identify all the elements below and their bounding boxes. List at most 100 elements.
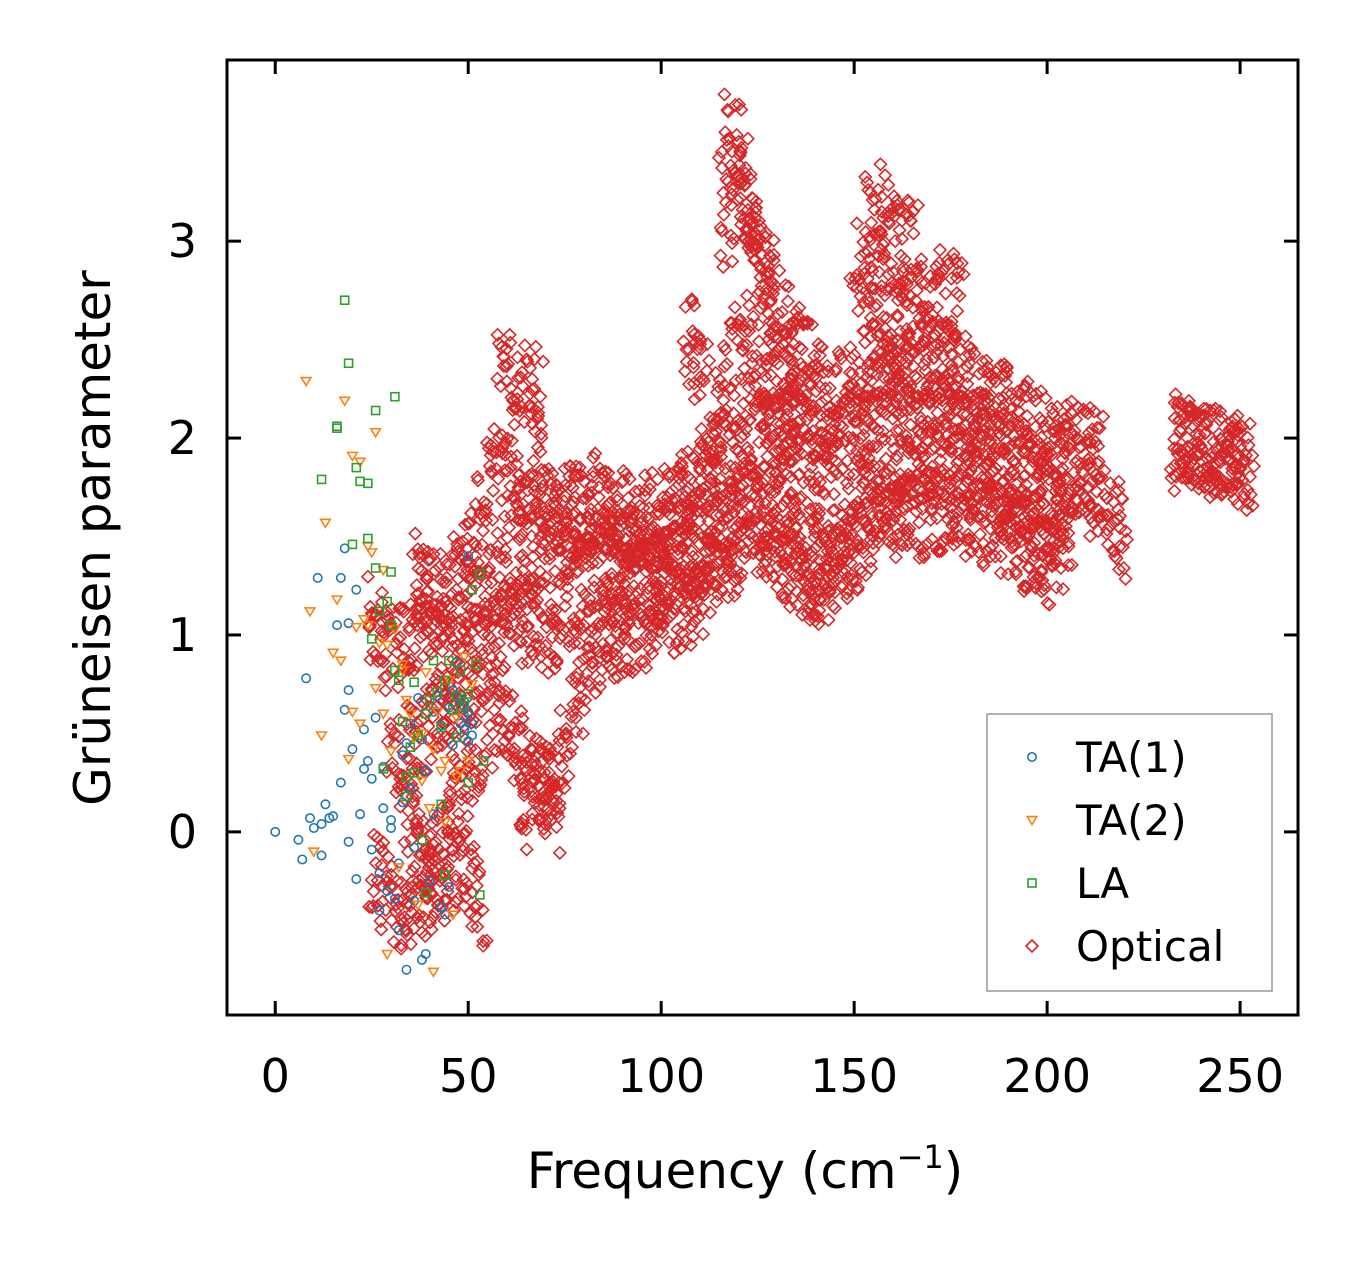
optical-point [972, 527, 988, 542]
optical-point [745, 349, 760, 364]
optical-point [651, 602, 667, 617]
optical-point [498, 435, 513, 450]
optical-point [380, 874, 395, 889]
optical-point [969, 449, 984, 464]
optical-point [549, 615, 564, 630]
optical-point [937, 261, 952, 277]
optical-point [845, 366, 860, 382]
optical-point [719, 356, 735, 372]
optical-point [500, 619, 515, 634]
optical-point [1055, 451, 1070, 467]
optical-point [862, 522, 878, 537]
ta1-point [459, 724, 470, 735]
optical-point [1073, 474, 1088, 489]
optical-point [373, 839, 388, 854]
la-point [343, 358, 354, 369]
optical-point [718, 125, 733, 140]
optical-point [749, 478, 764, 493]
optical-point [553, 703, 568, 718]
optical-point [786, 417, 801, 432]
plot-frame [225, 58, 1300, 1017]
optical-point [435, 599, 450, 614]
optical-point [537, 490, 552, 505]
optical-point [605, 542, 620, 558]
optical-point [549, 653, 564, 668]
ta1-point [436, 901, 447, 912]
la-point [463, 689, 474, 699]
optical-point [767, 484, 782, 500]
ta2-point [338, 396, 351, 407]
optical-point [823, 541, 838, 556]
optical-point [958, 418, 973, 433]
optical-point [409, 788, 424, 803]
optical-point [1036, 526, 1052, 541]
optical-point [390, 901, 406, 916]
optical-point [750, 565, 765, 580]
optical-point [816, 592, 831, 608]
optical-point [460, 531, 475, 546]
optical-point [522, 572, 537, 587]
optical-point [993, 549, 1008, 564]
optical-point [1194, 441, 1209, 457]
optical-point [1222, 442, 1237, 458]
optical-point [947, 326, 962, 342]
optical-point [615, 596, 631, 611]
optical-point [824, 469, 839, 485]
optical-point [690, 342, 705, 357]
optical-point [788, 393, 803, 408]
optical-point [1170, 400, 1186, 415]
optical-point [1114, 491, 1129, 506]
la-point [393, 675, 404, 686]
optical-point [564, 739, 580, 755]
optical-point [374, 585, 390, 600]
optical-point [1206, 434, 1221, 450]
optical-point [567, 635, 582, 651]
optical-point [436, 704, 451, 719]
optical-point [816, 364, 832, 380]
optical-point [850, 280, 865, 295]
optical-point [617, 627, 632, 642]
optical-point [393, 630, 408, 645]
optical-point [490, 327, 505, 342]
optical-point [528, 767, 543, 782]
optical-point [408, 526, 423, 541]
ta2-point [365, 548, 378, 559]
optical-point [485, 760, 500, 775]
optical-point [1099, 491, 1115, 506]
optical-point [546, 496, 562, 511]
optical-point [659, 528, 675, 543]
ta2-point [303, 607, 317, 618]
optical-point [463, 842, 479, 857]
optical-point [502, 693, 517, 709]
optical-point [677, 489, 692, 505]
optical-point [660, 592, 675, 608]
optical-point [582, 591, 597, 606]
optical-point [907, 343, 922, 359]
optical-point [734, 342, 750, 358]
legend-marker-ta2 [1025, 815, 1039, 827]
optical-point [672, 499, 687, 515]
optical-point [396, 744, 411, 760]
optical-point [758, 387, 773, 403]
optical-point [567, 524, 582, 540]
optical-point [679, 484, 694, 499]
optical-point [1214, 487, 1229, 503]
optical-point [729, 127, 744, 143]
optical-point [544, 806, 559, 822]
optical-point [846, 433, 861, 448]
optical-point [908, 397, 923, 412]
optical-point [511, 468, 526, 483]
optical-point [954, 421, 969, 437]
optical-point [467, 764, 483, 779]
optical-point [391, 729, 406, 744]
optical-point [827, 417, 842, 432]
optical-point [523, 742, 539, 757]
optical-point [560, 572, 575, 587]
optical-point [437, 913, 452, 928]
optical-point [879, 505, 894, 520]
ta1-point [297, 854, 308, 865]
la-point [409, 768, 419, 778]
optical-point [890, 310, 905, 325]
